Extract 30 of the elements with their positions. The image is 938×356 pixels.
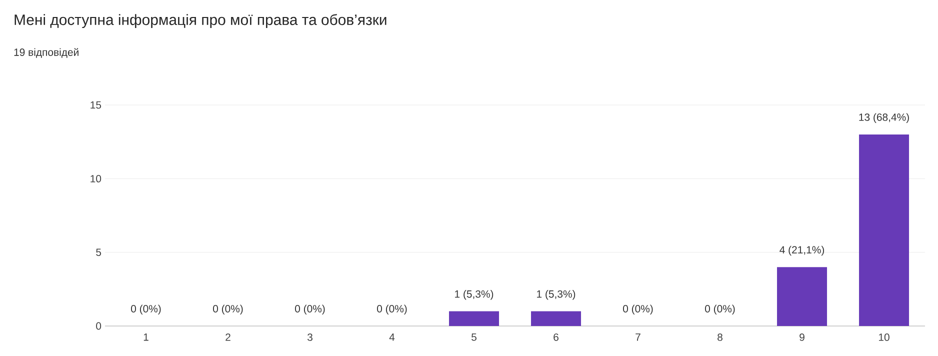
chart-title: Мені доступна інформація про мої права та обов’язки	[14, 14, 386, 28]
bar	[859, 134, 910, 326]
x-tick-label: 1	[144, 334, 148, 341]
data-label: 0 (0%)	[705, 304, 735, 315]
y-tick-label: 10	[90, 174, 102, 182]
x-tick-label: 8	[718, 334, 722, 341]
data-label: 0 (0%)	[295, 304, 325, 315]
bar	[449, 311, 500, 326]
chart-subtitle: 19 відповідей	[14, 48, 78, 58]
x-tick-label: 3	[307, 334, 312, 341]
y-tick-label: 15	[90, 101, 102, 109]
y-tick-label: 0	[96, 322, 102, 330]
data-label: 13 (68,4%)	[859, 113, 909, 123]
x-tick-label: 2	[226, 334, 230, 341]
data-label: 0 (0%)	[623, 304, 653, 315]
x-tick-label: 7	[636, 334, 640, 341]
x-tick-label: 10	[878, 334, 890, 341]
data-label: 4 (21,1%)	[780, 246, 824, 256]
data-label: 0 (0%)	[377, 304, 407, 315]
data-label: 1 (5,3%)	[455, 290, 494, 300]
x-tick-label: 5	[472, 334, 476, 341]
x-tick-label: 6	[554, 334, 558, 341]
data-label: 0 (0%)	[131, 304, 161, 315]
data-label: 0 (0%)	[213, 304, 243, 315]
x-tick-label: 4	[389, 334, 395, 341]
bar	[531, 311, 582, 326]
data-label: 1 (5,3%)	[537, 290, 576, 300]
bar	[777, 267, 828, 326]
y-tick-label: 5	[96, 248, 102, 256]
x-tick-label: 9	[800, 334, 804, 341]
